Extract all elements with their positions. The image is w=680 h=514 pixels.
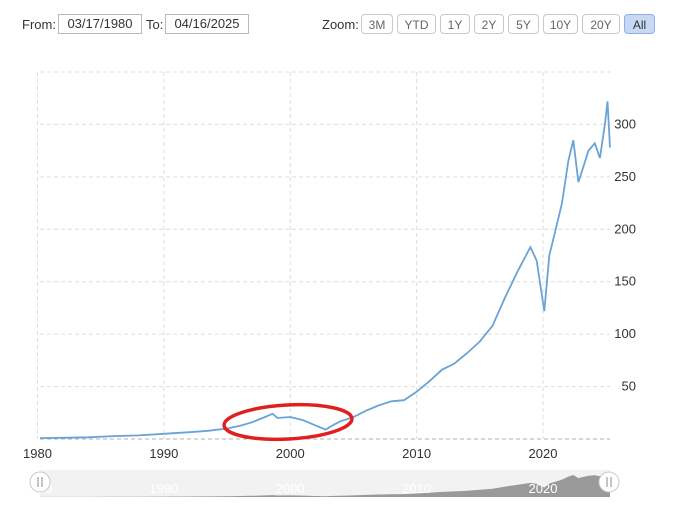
x-tick-label-2010: 2010 <box>402 446 431 461</box>
zoom-button-2y[interactable]: 2Y <box>474 14 504 34</box>
range-selector-toolbar: From: 03/17/1980 To: 04/16/2025 Zoom: 3M… <box>0 0 680 48</box>
y-tick-label-100: 100 <box>614 326 636 341</box>
zoom-button-3m[interactable]: 3M <box>361 14 393 34</box>
y-tick-label-50: 50 <box>622 379 636 394</box>
to-date-input[interactable]: 04/16/2025 <box>165 14 249 34</box>
x-tick-label-2020: 2020 <box>529 446 558 461</box>
navigator-tick-label-1990: 1990 <box>149 481 178 496</box>
x-tick-label-1990: 1990 <box>149 446 178 461</box>
navigator-tick-label-2010: 2010 <box>402 481 431 496</box>
y-tick-label-250: 250 <box>614 169 636 184</box>
navigator-area <box>40 472 610 497</box>
annotation-circle <box>222 402 354 442</box>
zoom-button-20y[interactable]: 20Y <box>582 14 620 34</box>
zoom-button-5y[interactable]: 5Y <box>508 14 539 34</box>
navigator-right-handle[interactable] <box>598 471 620 493</box>
navigator-tick-label-2000: 2000 <box>276 481 305 496</box>
series-line <box>39 101 611 439</box>
from-date-input[interactable]: 03/17/1980 <box>58 14 142 34</box>
y-tick-label-150: 150 <box>614 274 636 289</box>
grid-layer <box>36 71 610 440</box>
navigator-tick-label-2020: 2020 <box>529 481 558 496</box>
y-tick-label-200: 200 <box>614 221 636 236</box>
to-label: To: <box>146 17 164 32</box>
y-tick-label-300: 300 <box>614 116 636 131</box>
x-tick-labels: 1980 1990 2000 2010 2020 <box>23 446 557 461</box>
y-tick-labels: 50 100 150 200 250 300 <box>614 116 636 393</box>
x-tick-label-1980: 1980 <box>23 446 52 461</box>
zoom-button-1y[interactable]: 1Y <box>440 14 470 34</box>
zoom-button-10y[interactable]: 10Y <box>543 14 578 34</box>
zoom-button-ytd[interactable]: YTD <box>397 14 436 34</box>
from-label: From: <box>22 17 56 32</box>
x-tick-label-2000: 2000 <box>276 446 305 461</box>
zoom-label: Zoom: <box>322 17 359 32</box>
zoom-button-all[interactable]: All <box>624 14 655 34</box>
navigator-left-handle[interactable] <box>29 471 51 493</box>
